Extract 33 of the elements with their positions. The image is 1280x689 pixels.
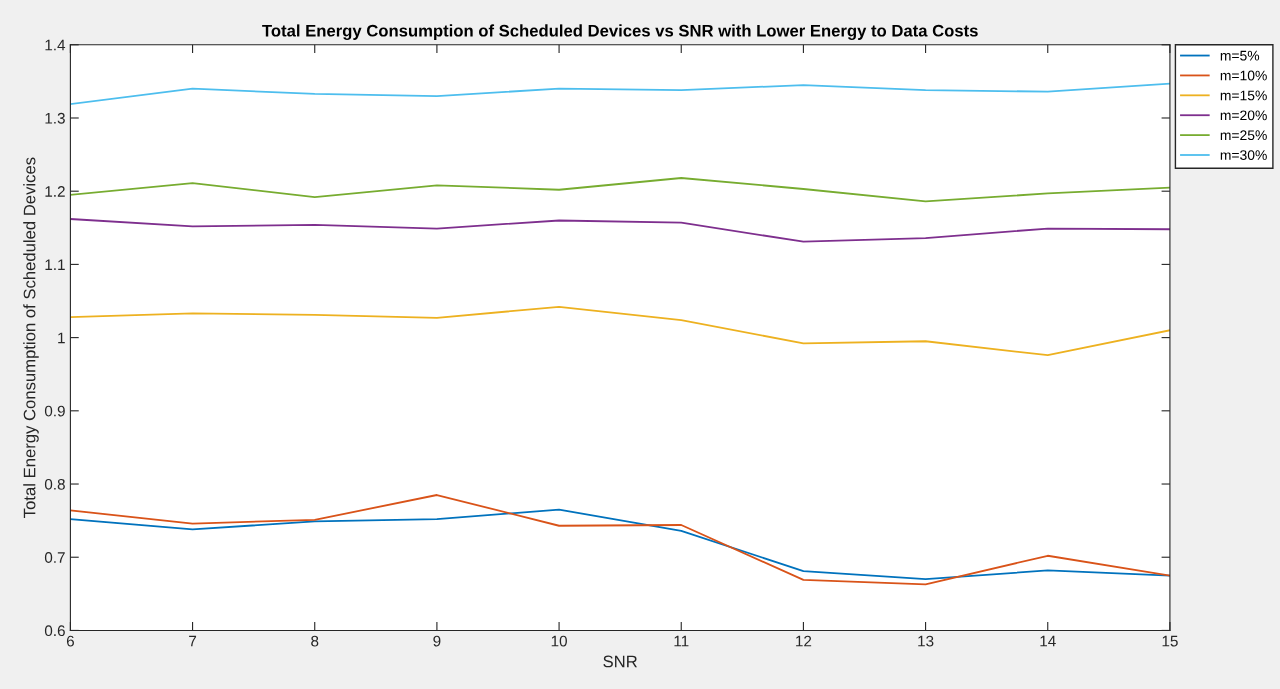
legend-label: m=10% — [1220, 70, 1267, 81]
x-tick-label: 14 — [1040, 635, 1056, 647]
legend-label: m=25% — [1220, 130, 1267, 141]
legend-label: m=15% — [1220, 90, 1267, 101]
y-tick-label: 1.1 — [45, 259, 65, 270]
legend-label: m=20% — [1220, 110, 1267, 121]
x-tick-label: 9 — [433, 635, 441, 647]
y-tick-label: 1 — [58, 332, 65, 344]
x-tick-label: 6 — [66, 635, 74, 647]
line-series — [70, 218, 1170, 243]
x-tick-label: 7 — [189, 635, 197, 647]
y-tick-label: 0.6 — [44, 625, 65, 637]
x-tick-label: 11 — [674, 635, 689, 647]
y-tick-label: 1.3 — [45, 112, 65, 124]
y-tick-label: 0.8 — [44, 478, 65, 490]
x-tick-label: 15 — [1162, 635, 1178, 647]
x-tick-label: 8 — [311, 635, 319, 647]
chart-title: Total Energy Consumption of Scheduled Devices vs SNR with Lower Energy to Data Costs — [262, 24, 978, 40]
x-tick-label: 12 — [796, 635, 812, 647]
x-tick-label: 10 — [551, 635, 567, 647]
y-axis-title: Total Energy Consumption of Scheduled Devices — [23, 157, 39, 518]
line-series — [70, 177, 1170, 203]
y-tick-label: 0.7 — [44, 552, 65, 563]
legend-label: m=30% — [1220, 150, 1267, 160]
line-series — [70, 305, 1170, 357]
line-series — [70, 82, 1170, 105]
line-series — [70, 494, 1170, 586]
y-tick-label: 1.2 — [45, 186, 65, 197]
y-tick-label: 0.9 — [44, 405, 65, 417]
x-tick-label: 13 — [918, 635, 934, 647]
y-tick-label: 1.4 — [45, 39, 66, 51]
legend-label: m=5% — [1220, 50, 1260, 61]
x-axis-title: SNR — [603, 655, 637, 668]
